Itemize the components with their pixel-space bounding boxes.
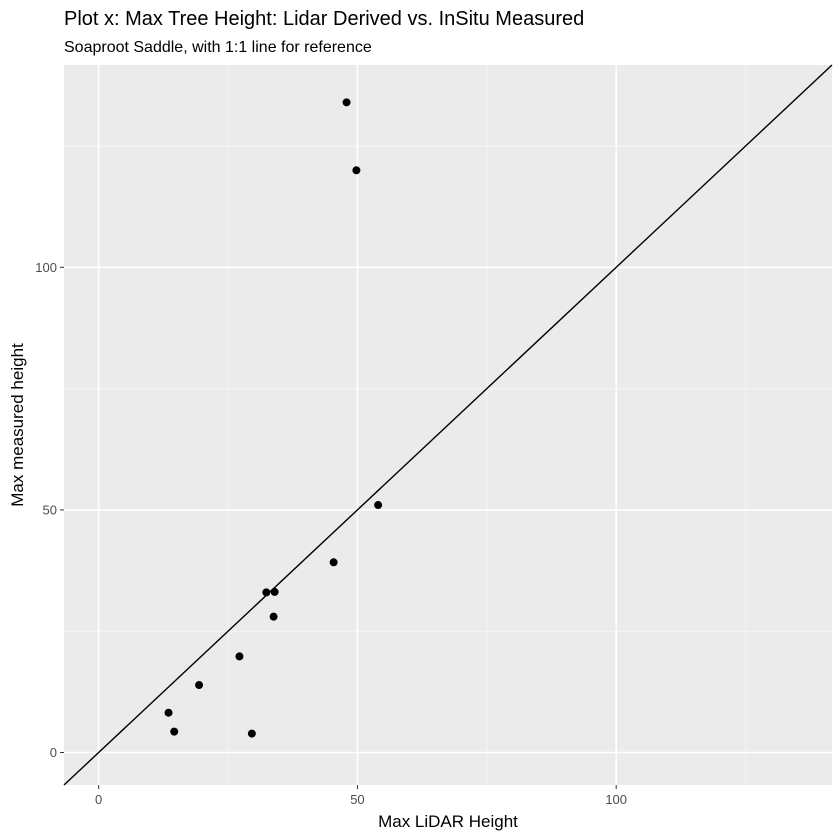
x-tick-label: 50 <box>350 792 364 807</box>
grid-lines <box>64 65 832 785</box>
chart-subtitle: Soaproot Saddle, with 1:1 line for refer… <box>64 39 372 56</box>
data-points <box>164 98 383 738</box>
x-tick-label: 0 <box>95 792 102 807</box>
y-axis-ticks: 0 50 100 <box>35 260 64 760</box>
data-point <box>269 612 278 621</box>
data-point <box>247 729 256 738</box>
data-point <box>352 166 361 175</box>
x-axis-ticks: 0 50 100 <box>95 785 627 807</box>
y-axis-title: Max measured height <box>8 343 27 507</box>
data-point <box>235 652 244 661</box>
x-axis-title: Max LiDAR Height <box>378 812 518 831</box>
reference-line-group <box>63 64 833 786</box>
data-point <box>374 501 383 510</box>
data-point <box>342 98 351 107</box>
data-point <box>262 588 271 597</box>
data-point <box>329 558 338 567</box>
data-point <box>270 587 279 596</box>
y-tick-label: 50 <box>43 502 57 517</box>
data-point <box>170 727 179 736</box>
chart-title: Plot x: Max Tree Height: Lidar Derived v… <box>64 8 584 30</box>
y-tick-label: 0 <box>50 745 57 760</box>
y-tick-label: 100 <box>35 260 57 275</box>
data-point <box>164 708 173 717</box>
data-point <box>195 681 204 690</box>
one-to-one-reference-line <box>63 64 833 786</box>
x-tick-label: 100 <box>605 792 627 807</box>
